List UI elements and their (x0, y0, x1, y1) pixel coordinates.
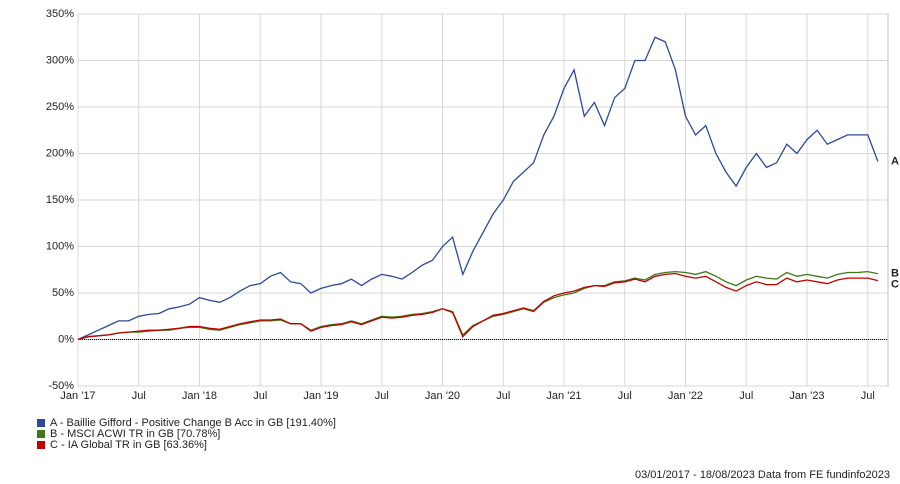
footer: 03/01/2017 - 18/08/2023 Data from FE fun… (635, 469, 890, 481)
x-tick-label: Jan '23 (789, 390, 824, 402)
y-tick-label: 50% (52, 287, 74, 299)
y-tick-label: -50% (48, 380, 74, 392)
legend-label: C - IA Global TR in GB [63.36%] (50, 439, 207, 451)
x-tick-label: Jan '22 (668, 390, 703, 402)
y-tick-label: 150% (46, 194, 74, 206)
y-tick-label: 300% (46, 54, 74, 66)
x-tick-label: Jan '19 (303, 390, 338, 402)
x-tick-label: Jul (496, 390, 510, 402)
end-label: C (891, 279, 899, 291)
x-tick-label: Jul (132, 390, 146, 402)
x-tick-label: Jul (739, 390, 753, 402)
series-line (77, 36, 879, 341)
y-tick-label: 100% (46, 240, 74, 252)
y-tick-label: 350% (46, 8, 74, 20)
x-tick-label: Jan '20 (425, 390, 460, 402)
legend-swatch (37, 430, 45, 438)
y-tick-label: 0% (58, 333, 74, 345)
legend-label: A - Baillie Gifford - Positive Change B … (50, 417, 336, 429)
x-tick-label: Jul (618, 390, 632, 402)
y-tick-label: 200% (46, 147, 74, 159)
end-label: A (891, 155, 899, 167)
legend-label: B - MSCI ACWI TR in GB [70.78%] (50, 428, 220, 440)
x-tick-label: Jul (861, 390, 875, 402)
legend-swatch (37, 441, 45, 449)
series-line (77, 272, 879, 341)
end-label: B (891, 268, 899, 280)
x-tick-label: Jan '18 (182, 390, 217, 402)
legend-swatch (37, 419, 45, 427)
x-tick-label: Jul (375, 390, 389, 402)
x-tick-label: Jan '17 (60, 390, 95, 402)
y-tick-label: 250% (46, 101, 74, 113)
x-tick-label: Jul (253, 390, 267, 402)
x-tick-label: Jan '21 (546, 390, 581, 402)
